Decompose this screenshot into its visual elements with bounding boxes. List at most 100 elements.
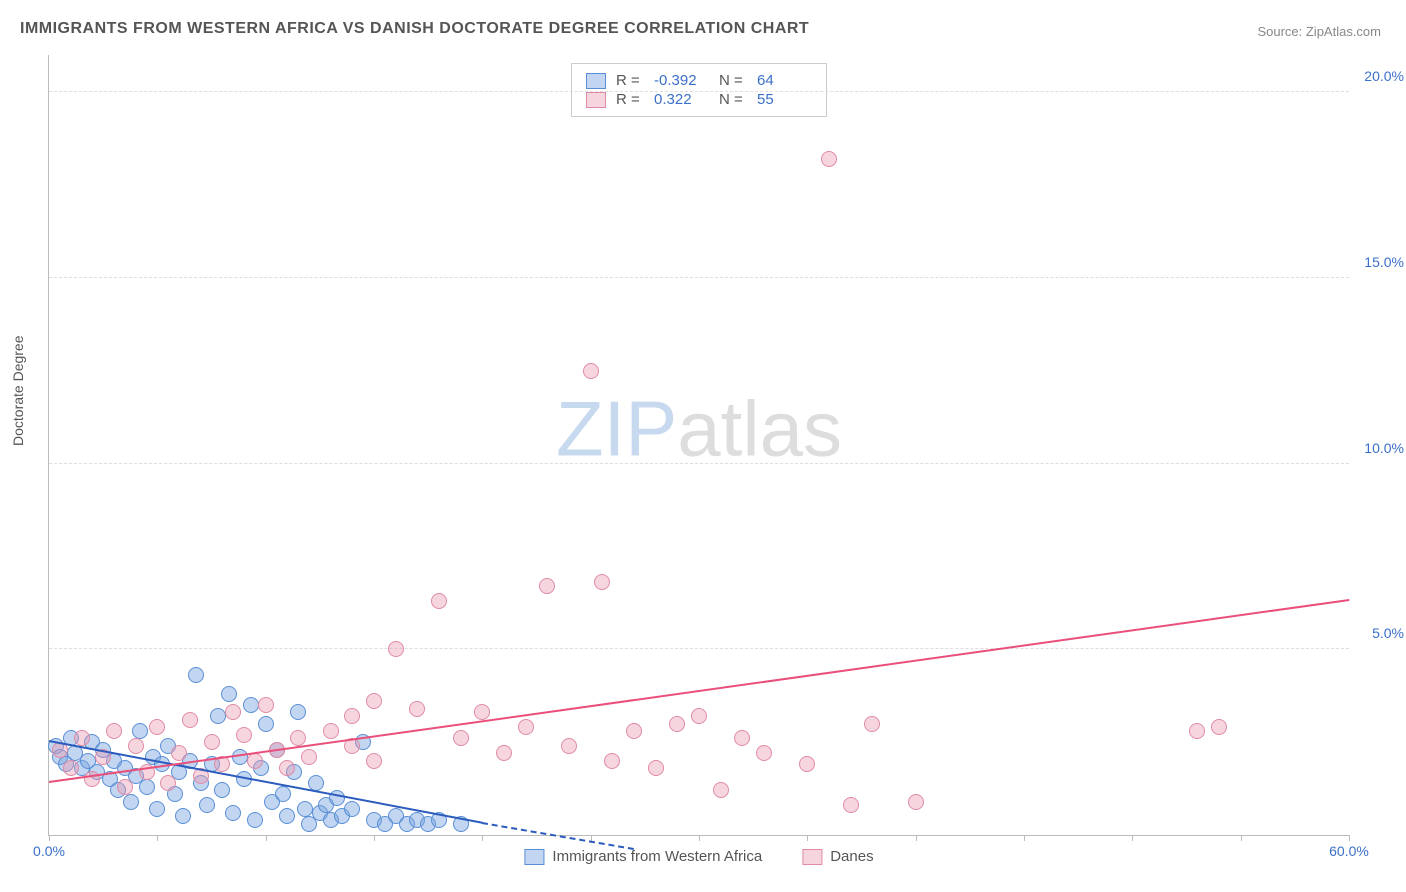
data-point[interactable] bbox=[518, 719, 534, 735]
data-point[interactable] bbox=[258, 697, 274, 713]
data-point[interactable] bbox=[561, 738, 577, 754]
data-point[interactable] bbox=[431, 593, 447, 609]
data-point[interactable] bbox=[160, 775, 176, 791]
data-point[interactable] bbox=[106, 723, 122, 739]
data-point[interactable] bbox=[583, 363, 599, 379]
data-point[interactable] bbox=[344, 801, 360, 817]
data-point[interactable] bbox=[734, 730, 750, 746]
data-point[interactable] bbox=[279, 760, 295, 776]
n-label-pink: N = bbox=[719, 91, 747, 108]
data-point[interactable] bbox=[214, 782, 230, 798]
data-point[interactable] bbox=[388, 641, 404, 657]
source-attribution: Source: ZipAtlas.com bbox=[1257, 24, 1381, 39]
data-point[interactable] bbox=[1211, 719, 1227, 735]
data-point[interactable] bbox=[496, 745, 512, 761]
source-link[interactable]: ZipAtlas.com bbox=[1306, 24, 1381, 39]
data-point[interactable] bbox=[210, 708, 226, 724]
data-point[interactable] bbox=[247, 753, 263, 769]
data-point[interactable] bbox=[132, 723, 148, 739]
legend-item: Immigrants from Western Africa bbox=[524, 848, 762, 865]
data-point[interactable] bbox=[290, 730, 306, 746]
data-point[interactable] bbox=[139, 779, 155, 795]
data-point[interactable] bbox=[204, 734, 220, 750]
data-point[interactable] bbox=[323, 723, 339, 739]
data-point[interactable] bbox=[301, 749, 317, 765]
data-point[interactable] bbox=[843, 797, 859, 813]
data-point[interactable] bbox=[713, 782, 729, 798]
plot-area: ZIPatlas R = -0.392 N = 64 R = 0.322 N =… bbox=[48, 55, 1349, 836]
watermark-atlas: atlas bbox=[677, 385, 842, 473]
data-point[interactable] bbox=[1189, 723, 1205, 739]
x-tick bbox=[482, 835, 483, 841]
data-point[interactable] bbox=[604, 753, 620, 769]
data-point[interactable] bbox=[594, 574, 610, 590]
data-point[interactable] bbox=[175, 808, 191, 824]
legend-row-blue: R = -0.392 N = 64 bbox=[586, 72, 812, 89]
grid-line bbox=[49, 91, 1349, 92]
data-point[interactable] bbox=[648, 760, 664, 776]
data-point[interactable] bbox=[297, 801, 313, 817]
data-point[interactable] bbox=[539, 578, 555, 594]
trend-line bbox=[482, 822, 634, 850]
data-point[interactable] bbox=[236, 727, 252, 743]
data-point[interactable] bbox=[149, 719, 165, 735]
data-point[interactable] bbox=[63, 760, 79, 776]
r-label-blue: R = bbox=[616, 72, 644, 89]
y-tick-label: 5.0% bbox=[1372, 625, 1404, 641]
data-point[interactable] bbox=[123, 794, 139, 810]
data-point[interactable] bbox=[182, 712, 198, 728]
data-point[interactable] bbox=[247, 812, 263, 828]
legend-swatch bbox=[524, 849, 544, 865]
data-point[interactable] bbox=[149, 801, 165, 817]
data-point[interactable] bbox=[474, 704, 490, 720]
chart-container: ZIPatlas R = -0.392 N = 64 R = 0.322 N =… bbox=[48, 55, 1383, 835]
y-tick-label: 10.0% bbox=[1364, 440, 1404, 456]
legend-row-pink: R = 0.322 N = 55 bbox=[586, 91, 812, 108]
data-point[interactable] bbox=[908, 794, 924, 810]
data-point[interactable] bbox=[117, 779, 133, 795]
data-point[interactable] bbox=[799, 756, 815, 772]
trend-line bbox=[49, 599, 1349, 783]
data-point[interactable] bbox=[188, 667, 204, 683]
legend-label: Danes bbox=[830, 848, 873, 865]
data-point[interactable] bbox=[128, 738, 144, 754]
data-point[interactable] bbox=[669, 716, 685, 732]
data-point[interactable] bbox=[366, 693, 382, 709]
data-point[interactable] bbox=[344, 708, 360, 724]
watermark-zip: ZIP bbox=[556, 385, 677, 473]
data-point[interactable] bbox=[453, 730, 469, 746]
data-point[interactable] bbox=[409, 701, 425, 717]
legend-item: Danes bbox=[802, 848, 873, 865]
x-tick bbox=[807, 835, 808, 841]
x-tick bbox=[1241, 835, 1242, 841]
data-point[interactable] bbox=[864, 716, 880, 732]
data-point[interactable] bbox=[243, 697, 259, 713]
data-point[interactable] bbox=[275, 786, 291, 802]
x-tick bbox=[157, 835, 158, 841]
data-point[interactable] bbox=[74, 730, 90, 746]
data-point[interactable] bbox=[756, 745, 772, 761]
data-point[interactable] bbox=[626, 723, 642, 739]
data-point[interactable] bbox=[171, 745, 187, 761]
data-point[interactable] bbox=[225, 805, 241, 821]
x-tick-label: 60.0% bbox=[1329, 843, 1369, 859]
data-point[interactable] bbox=[691, 708, 707, 724]
r-value-blue: -0.392 bbox=[654, 72, 709, 89]
data-point[interactable] bbox=[290, 704, 306, 720]
x-tick bbox=[699, 835, 700, 841]
r-value-pink: 0.322 bbox=[654, 91, 709, 108]
x-tick bbox=[1132, 835, 1133, 841]
x-tick bbox=[1024, 835, 1025, 841]
data-point[interactable] bbox=[199, 797, 215, 813]
swatch-pink bbox=[586, 92, 606, 108]
data-point[interactable] bbox=[279, 808, 295, 824]
x-tick bbox=[1349, 835, 1350, 841]
data-point[interactable] bbox=[225, 704, 241, 720]
data-point[interactable] bbox=[821, 151, 837, 167]
x-tick-label: 0.0% bbox=[33, 843, 65, 859]
data-point[interactable] bbox=[366, 753, 382, 769]
data-point[interactable] bbox=[221, 686, 237, 702]
data-point[interactable] bbox=[258, 716, 274, 732]
watermark: ZIPatlas bbox=[556, 384, 842, 475]
data-point[interactable] bbox=[329, 790, 345, 806]
